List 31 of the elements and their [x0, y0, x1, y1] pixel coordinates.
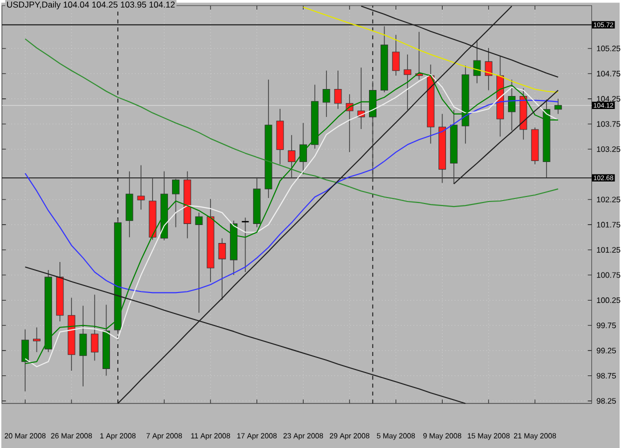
candlestick	[56, 262, 64, 322]
candlestick	[473, 40, 481, 84]
candlestick	[126, 170, 134, 238]
candlestick	[508, 79, 516, 131]
candlestick	[438, 114, 446, 184]
candlestick	[253, 178, 261, 228]
candlestick	[68, 297, 76, 372]
candlestick	[32, 327, 40, 352]
candlestick	[531, 127, 539, 165]
candlestick	[218, 238, 226, 300]
candlestick	[542, 98, 550, 178]
candlestick	[450, 110, 458, 184]
candlestick	[276, 108, 284, 165]
candlestick	[206, 198, 214, 283]
candlestick	[264, 79, 272, 198]
line-series	[302, 6, 559, 93]
candlestick	[322, 70, 330, 118]
candlestick	[357, 67, 365, 130]
candlestick	[484, 48, 492, 91]
candlestick	[404, 54, 412, 110]
chart-title: USDJPY,Daily 104.04 104.25 103.95 104.12	[7, 1, 175, 10]
candlestick	[369, 80, 376, 182]
candlestick	[195, 212, 203, 314]
candlestick	[288, 134, 296, 179]
candlestick	[184, 170, 192, 239]
candlestick	[392, 34, 400, 76]
candlestick	[554, 98, 562, 114]
candlestick	[137, 164, 145, 210]
candlestick	[334, 70, 342, 110]
candlestick	[148, 178, 156, 240]
candlestick	[299, 122, 307, 175]
